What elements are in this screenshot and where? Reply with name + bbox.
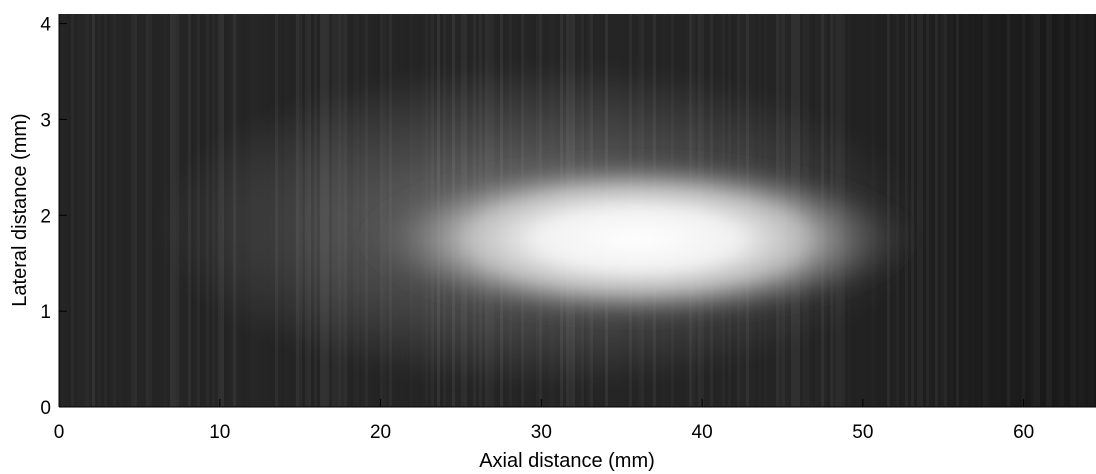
y-tick-label: 3 (40, 110, 51, 131)
x-tick-label: 40 (692, 422, 713, 443)
x-tick-label: 30 (531, 422, 552, 443)
axes (58, 14, 1096, 408)
x-tick-label: 50 (852, 422, 873, 443)
y-tick-label: 0 (40, 398, 51, 419)
y-tick-label: 4 (40, 15, 51, 36)
x-ticks: 0 10 20 30 40 50 60 (54, 399, 1034, 443)
y-tick-label: 1 (40, 302, 51, 323)
x-tick-label: 0 (54, 422, 65, 443)
y-ticks: 0 1 2 3 4 (40, 15, 67, 419)
heatmap-area (59, 14, 1096, 407)
y-axis-label: Lateral distance (mm) (9, 113, 31, 306)
right-fade (59, 14, 1096, 407)
x-tick-label: 10 (209, 422, 230, 443)
x-axis-label: Axial distance (mm) (479, 450, 655, 472)
x-tick-label: 60 (1013, 422, 1034, 443)
x-tick-label: 20 (370, 422, 391, 443)
y-tick-label: 2 (40, 206, 51, 227)
